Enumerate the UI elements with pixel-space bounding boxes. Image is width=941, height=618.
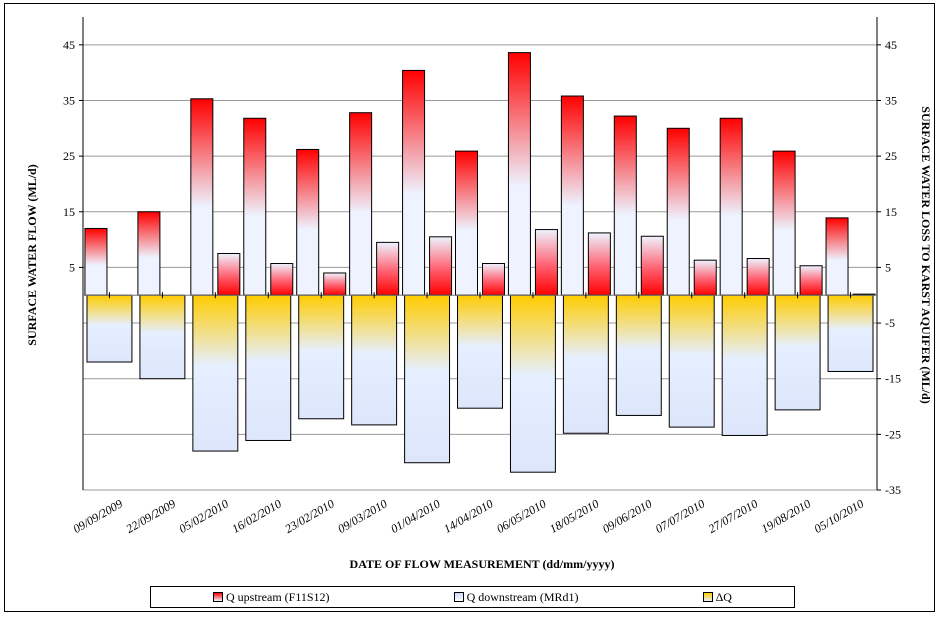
legend-swatch-dq	[703, 592, 713, 602]
bar-upstream	[191, 99, 213, 295]
bar-downstream	[377, 242, 399, 295]
y-tick-label-right: 5	[885, 260, 891, 274]
bar-delta-q	[87, 295, 132, 362]
x-tick-label: 22/09/2009	[124, 496, 178, 535]
bar-downstream	[535, 230, 557, 296]
bar-delta-q	[246, 295, 291, 440]
bar-delta-q	[510, 295, 555, 472]
x-tick-label: 06/05/2010	[494, 496, 548, 535]
y-tick-label-right: 25	[885, 149, 897, 163]
bar-upstream	[138, 212, 160, 295]
legend-item-upstream: Q upstream (F11S12)	[213, 590, 330, 605]
y-tick-label-left: 25	[63, 149, 75, 163]
bar-delta-q	[405, 295, 450, 462]
y-tick-label-left: 5	[69, 260, 75, 274]
bar-delta-q	[828, 295, 873, 371]
bar-delta-q	[299, 295, 344, 419]
bar-upstream	[85, 228, 107, 295]
bar-upstream	[244, 118, 266, 295]
bar-delta-q	[458, 295, 503, 408]
x-tick-label: 01/04/2010	[388, 496, 442, 535]
x-axis-title: DATE OF FLOW MEASUREMENT (dd/mm/yyyy)	[350, 557, 615, 571]
y-tick-label-right: -5	[885, 316, 895, 330]
x-tick-label: 27/07/2010	[706, 496, 760, 535]
legend-label-dq: ΔQ	[716, 590, 732, 605]
bars	[85, 53, 875, 473]
x-tick-label: 05/10/2010	[812, 496, 866, 535]
bar-delta-q	[669, 295, 714, 427]
bar-delta-q	[352, 295, 397, 425]
bar-downstream	[641, 236, 663, 295]
bar-downstream	[218, 254, 240, 296]
bar-downstream	[800, 266, 822, 295]
legend-swatch-upstream	[213, 592, 223, 602]
bar-downstream	[430, 237, 452, 295]
y-axis-ticks-right: 45 35 25 15 5 -5 -15 -25 -35	[877, 38, 901, 497]
bar-delta-q	[775, 295, 820, 410]
bar-downstream	[588, 233, 610, 295]
x-tick-label: 23/02/2010	[282, 496, 336, 535]
bar-delta-q	[140, 295, 185, 378]
x-tick-label: 09/06/2010	[600, 496, 654, 535]
bar-upstream	[561, 96, 583, 295]
bar-upstream	[826, 218, 848, 295]
bar-downstream	[694, 260, 716, 295]
y-tick-label-left: 35	[63, 93, 75, 107]
bar-upstream	[403, 70, 425, 295]
legend-swatch-downstream	[454, 592, 464, 602]
y-tick-label-right: -15	[885, 372, 901, 386]
bar-upstream	[720, 118, 742, 295]
y-tick-label-right: 15	[885, 205, 897, 219]
x-tick-label: 09/09/2009	[71, 496, 125, 535]
y-axis-ticks-left: 45 35 25 15 5	[63, 38, 83, 275]
bar-upstream	[297, 149, 319, 295]
x-tick-label: 07/07/2010	[653, 496, 707, 535]
legend-item-dq: ΔQ	[703, 590, 732, 605]
legend-label-upstream: Q upstream (F11S12)	[226, 590, 330, 605]
bar-downstream	[483, 264, 505, 296]
y-tick-label-left: 15	[63, 205, 75, 219]
legend-label-downstream: Q downstream (MRd1)	[467, 590, 579, 605]
y-axis-title: SURFACE WATER FLOW (ML/d)	[25, 164, 39, 345]
bar-upstream	[508, 53, 530, 296]
bar-upstream	[350, 113, 372, 296]
x-tick-label: 05/02/2010	[176, 496, 230, 535]
bar-upstream	[614, 116, 636, 295]
bar-delta-q	[563, 295, 608, 433]
x-tick-label: 14/04/2010	[441, 496, 495, 535]
legend: Q upstream (F11S12) Q downstream (MRd1) …	[150, 586, 795, 608]
y-tick-label-left: 45	[63, 38, 75, 52]
bar-downstream	[324, 273, 346, 295]
y-tick-label-right: -25	[885, 427, 901, 441]
bar-upstream	[773, 151, 795, 295]
y-tick-label-right: 45	[885, 38, 897, 52]
bar-delta-q	[193, 295, 238, 451]
bar-upstream	[667, 128, 689, 295]
x-tick-label: 16/02/2010	[229, 496, 283, 535]
x-tick-label: 19/08/2010	[759, 496, 813, 535]
bar-upstream	[456, 151, 478, 295]
bar-delta-q	[722, 295, 767, 435]
x-tick-label: 09/03/2010	[335, 496, 389, 535]
x-tick-label: 18/05/2010	[547, 496, 601, 535]
y2-axis-title: SURFACE WATER LOSS TO KARST AQUIFER (ML/…	[919, 106, 933, 403]
bar-downstream	[271, 264, 293, 296]
y-tick-label-right: -35	[885, 483, 901, 497]
bar-delta-q	[616, 295, 661, 415]
bar-downstream	[747, 259, 769, 296]
legend-item-downstream: Q downstream (MRd1)	[454, 590, 579, 605]
y-tick-label-right: 35	[885, 93, 897, 107]
